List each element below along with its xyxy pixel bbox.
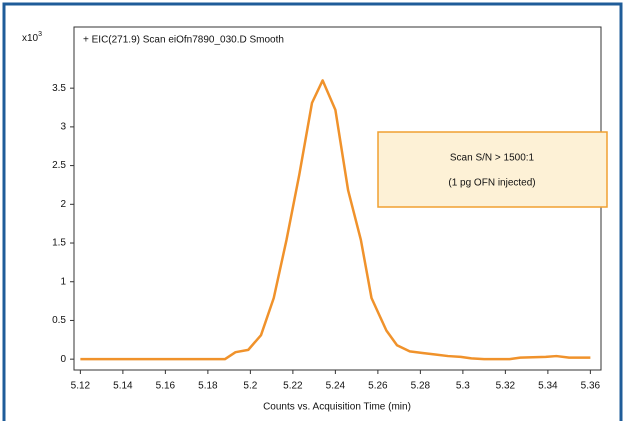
x-tick-label: 5.16 xyxy=(156,381,176,392)
x-tick-label: 5.28 xyxy=(411,381,431,392)
y-scale-exponent: 3 xyxy=(38,31,42,38)
x-tick-label: 5.12 xyxy=(71,381,91,392)
x-tick-label: 5.18 xyxy=(198,381,218,392)
x-tick-label: 5.2 xyxy=(243,381,257,392)
x-tick-label: 5.14 xyxy=(113,381,133,392)
x-tick-label: 5.32 xyxy=(496,381,516,392)
annotation-box xyxy=(377,131,608,208)
y-tick-label: 3.5 xyxy=(52,83,66,94)
x-tick-label: 5.34 xyxy=(538,381,558,392)
x-tick-label: 5.3 xyxy=(456,381,470,392)
x-axis-label: Counts vs. Acquisition Time (min) xyxy=(263,402,411,413)
y-tick-label: 1 xyxy=(60,276,66,287)
y-scale: x103 xyxy=(22,31,42,44)
x-tick-label: 5.24 xyxy=(326,381,346,392)
data-line xyxy=(80,79,591,361)
chart-title: + EIC(271.9) Scan eiOfn7890_030.D Smooth xyxy=(83,35,284,46)
y-tick-label: 3 xyxy=(60,122,66,133)
x-tick-label: 5.26 xyxy=(368,381,388,392)
y-tick-label: 2 xyxy=(60,199,66,210)
y-scale-base: x10 xyxy=(22,33,39,44)
plot: 0 0.5 1 1.5 2 2.5 3 3.5 5.12 5.14 5.16 5.18 5.2 5.22 5… xyxy=(52,79,601,392)
y-tick-label: 2.5 xyxy=(52,160,66,171)
x-tick-label: 5.36 xyxy=(581,381,601,392)
y-tick-label: 0.5 xyxy=(52,315,66,326)
annotation-line: (1 pg OFN injected) xyxy=(448,178,535,189)
x-tick-label: 5.22 xyxy=(283,381,303,392)
y-tick-label: 0 xyxy=(60,354,66,365)
y-tick-label: 1.5 xyxy=(52,238,66,249)
annotation-line: Scan S/N > 1500:1 xyxy=(450,153,535,164)
